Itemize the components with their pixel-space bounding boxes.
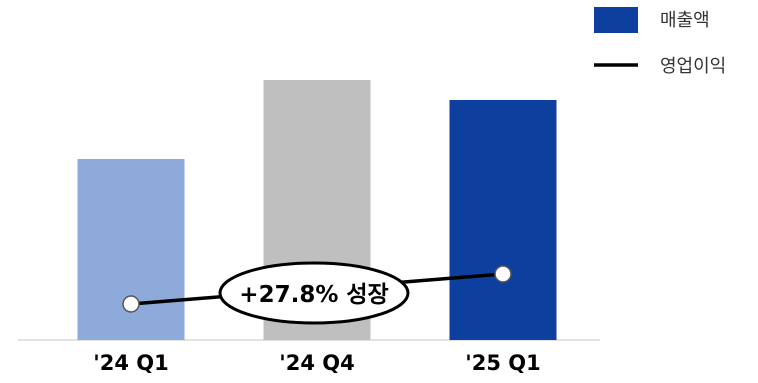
- legend-swatch-revenue: [594, 7, 638, 33]
- legend: 매출액 영업이익: [594, 7, 726, 77]
- legend-label-operating-profit: 영업이익: [660, 56, 726, 77]
- bar-3: [449, 100, 557, 340]
- operating-profit-point-1: [122, 295, 140, 313]
- bar-1: [77, 159, 185, 340]
- operating-profit-point-3: [494, 265, 512, 283]
- bars-layer: [77, 80, 557, 340]
- x-tick-label-2: '24 Q4: [279, 351, 354, 375]
- growth-callout-text: +27.8% 성장: [239, 282, 388, 308]
- growth-callout-ellipse: [218, 261, 410, 325]
- annotation-layer: +27.8% 성장: [218, 261, 410, 325]
- x-tick-labels: '24 Q1 '24 Q4 '25 Q1: [93, 351, 540, 375]
- x-tick-label-1: '24 Q1: [93, 351, 168, 375]
- x-tick-label-3: '25 Q1: [465, 351, 540, 375]
- legend-label-revenue: 매출액: [660, 10, 710, 31]
